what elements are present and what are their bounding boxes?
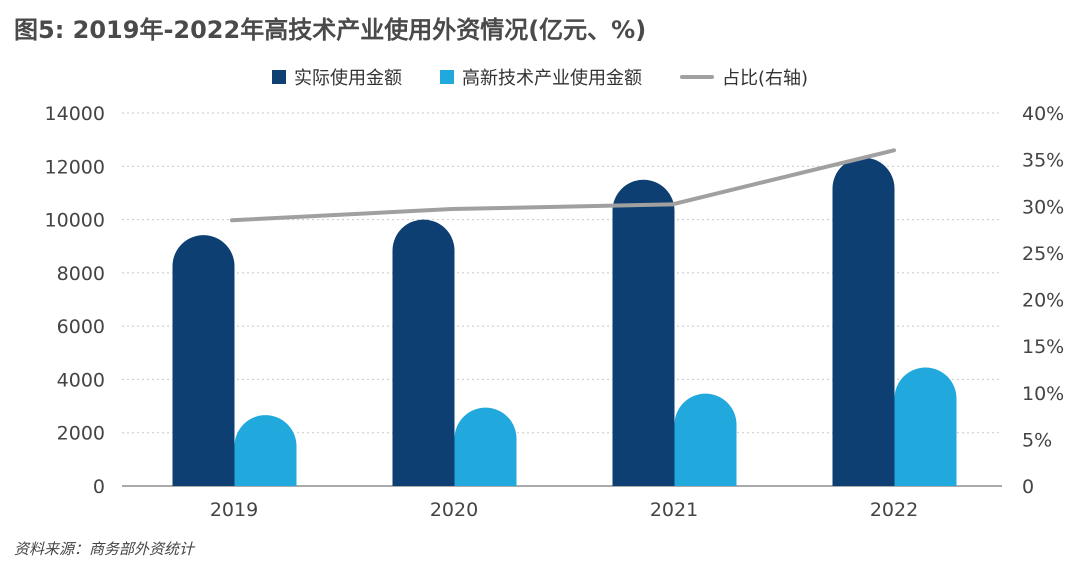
legend-item-ratio: 占比(右轴) (679, 64, 809, 90)
y-left-tick-label: 14000 (45, 103, 105, 125)
bar-actual (832, 157, 895, 486)
ratio-point (892, 148, 896, 152)
ratio-point (450, 207, 454, 211)
legend-label-ratio: 占比(右轴) (721, 68, 809, 89)
y-left-tick-label: 6000 (57, 316, 105, 338)
y-right-tick-label: 40% (1022, 103, 1064, 125)
bar-hightech (234, 415, 297, 486)
legend-swatch-actual (271, 70, 286, 84)
bar-actual (392, 219, 455, 486)
x-tick-label: 2020 (430, 499, 478, 521)
y-right-tick-label: 0 (1022, 476, 1034, 498)
legend-item-actual: 实际使用金额 (271, 64, 402, 90)
y-left-tick-label: 8000 (57, 263, 105, 285)
bar-hightech (894, 367, 957, 486)
bar-hightech (454, 407, 517, 486)
y-right-tick-label: 20% (1022, 290, 1064, 312)
ratio-point (670, 202, 674, 206)
y-left-tick-label: 4000 (57, 369, 105, 391)
y-right-tick-label: 5% (1022, 429, 1052, 451)
y-left-tick-label: 2000 (57, 423, 105, 445)
x-tick-label: 2019 (210, 499, 258, 521)
bar-actual (612, 179, 675, 486)
ratio-line (230, 148, 896, 223)
y-right-tick-label: 35% (1022, 150, 1064, 172)
ratio-point (230, 218, 234, 222)
chart-legend: 实际使用金额 高新技术产业使用金额 占比(右轴) (0, 64, 1080, 90)
y-right-tick-label: 30% (1022, 196, 1064, 218)
legend-swatch-ratio (679, 75, 714, 79)
source-note: 资料来源：商务部外资统计 (14, 540, 195, 558)
legend-item-hightech: 高新技术产业使用金额 (439, 64, 642, 90)
y-left-tick-label: 0 (93, 476, 105, 498)
bar-actual (172, 235, 235, 486)
x-tick-label: 2022 (870, 499, 918, 521)
chart-title: 图5: 2019年-2022年高技术产业使用外资情况(亿元、%) (14, 16, 647, 44)
y-right-tick-label: 15% (1022, 336, 1064, 358)
y-left-tick-label: 12000 (45, 156, 105, 178)
x-tick-label: 2021 (650, 499, 698, 521)
legend-swatch-hightech (439, 70, 454, 84)
y-right-tick-label: 10% (1022, 383, 1064, 405)
y-right-tick-label: 25% (1022, 243, 1064, 265)
legend-label-hightech: 高新技术产业使用金额 (461, 68, 642, 89)
bar-hightech (674, 393, 737, 486)
legend-label-actual: 实际使用金额 (293, 68, 402, 89)
y-left-tick-label: 10000 (45, 210, 105, 232)
